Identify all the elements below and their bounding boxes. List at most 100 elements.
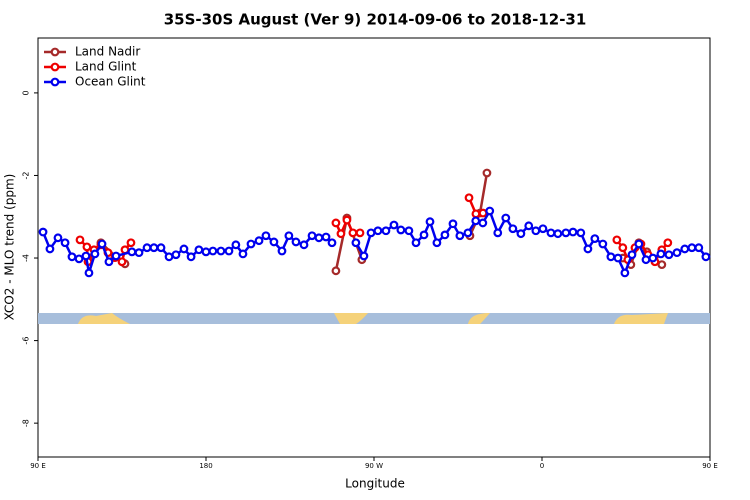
data-point <box>246 239 256 249</box>
x-tick-label: 180 <box>199 462 212 470</box>
legend-label: Ocean Glint <box>75 75 146 89</box>
x-tick-label: 90 W <box>365 462 383 470</box>
data-point <box>38 227 48 237</box>
data-point <box>208 246 218 256</box>
data-point <box>179 244 189 254</box>
data-point <box>687 243 697 253</box>
data-point <box>478 218 488 228</box>
data-point <box>664 250 674 260</box>
data-point <box>448 219 458 229</box>
data-point <box>355 228 365 238</box>
data-point <box>277 246 287 256</box>
data-point <box>81 251 91 261</box>
data-point <box>134 248 144 258</box>
data-point <box>618 243 628 253</box>
data-point <box>111 251 121 261</box>
data-point <box>411 238 421 248</box>
data-point <box>419 230 429 240</box>
data-point <box>471 216 481 226</box>
data-point <box>561 228 571 238</box>
data-point <box>90 249 100 259</box>
x-tick-label: 90 E <box>702 462 718 470</box>
data-point <box>307 231 317 241</box>
legend-marker <box>50 47 60 57</box>
data-point <box>583 244 593 254</box>
data-point <box>606 252 616 262</box>
data-point <box>238 249 248 259</box>
data-point <box>171 250 181 260</box>
data-point <box>694 243 704 253</box>
data-point <box>201 247 211 257</box>
data-point <box>373 226 383 236</box>
data-point <box>516 229 526 239</box>
data-point <box>254 236 264 246</box>
data-point <box>67 252 77 262</box>
land-patch <box>468 313 490 324</box>
data-point <box>620 268 630 278</box>
land-patch <box>614 313 668 324</box>
data-point <box>74 254 84 264</box>
data-point <box>97 239 107 249</box>
y-tick-label: -8 <box>22 419 31 427</box>
data-point <box>194 245 204 255</box>
data-point <box>45 244 55 254</box>
data-point <box>464 193 474 203</box>
data-point <box>127 247 137 257</box>
data-point <box>524 221 534 231</box>
data-point <box>546 228 556 238</box>
data-point <box>224 246 234 256</box>
legend-marker <box>50 77 60 87</box>
data-point <box>164 252 174 262</box>
x-axis-label: Longitude <box>345 477 405 491</box>
data-point <box>75 235 85 245</box>
data-point <box>598 239 608 249</box>
plot-frame <box>37 37 711 458</box>
data-point <box>348 228 358 238</box>
data-point <box>216 246 226 256</box>
data-point <box>104 257 114 267</box>
data-point <box>126 238 136 248</box>
data-point <box>404 226 414 236</box>
data-point <box>648 253 658 263</box>
data-point <box>508 224 518 234</box>
land-patch <box>334 313 368 324</box>
data-point <box>321 232 331 242</box>
data-point <box>672 248 682 258</box>
data-point <box>299 240 309 250</box>
y-tick-label: -6 <box>22 337 31 345</box>
data-point <box>117 257 127 267</box>
data-point <box>471 209 481 219</box>
data-point <box>627 250 637 260</box>
data-point <box>359 251 369 261</box>
data-point <box>553 229 563 239</box>
chart-title: 35S-30S August (Ver 9) 2014-09-06 to 201… <box>164 11 587 29</box>
map-strip <box>38 313 710 324</box>
data-point <box>455 231 465 241</box>
data-point <box>478 208 488 218</box>
data-point <box>425 217 435 227</box>
data-point <box>327 238 337 248</box>
data-point <box>53 233 63 243</box>
data-point <box>366 228 376 238</box>
data-point <box>634 239 644 249</box>
legend-marker <box>50 62 60 72</box>
data-point <box>231 240 241 250</box>
data-point <box>342 215 352 225</box>
legend-label: Land Glint <box>75 60 137 74</box>
data-point <box>531 226 541 236</box>
data-point <box>657 260 667 270</box>
y-tick-label: -2 <box>22 171 31 179</box>
data-point <box>538 224 548 234</box>
data-point <box>440 230 450 240</box>
data-point <box>351 238 361 248</box>
data-point <box>701 252 711 262</box>
data-point <box>590 234 600 244</box>
data-point <box>663 238 673 248</box>
data-point <box>336 229 346 239</box>
data-point <box>331 218 341 228</box>
data-point <box>576 228 586 238</box>
data-point <box>612 235 622 245</box>
data-point <box>314 233 324 243</box>
data-point <box>142 243 152 253</box>
data-point <box>396 225 406 235</box>
